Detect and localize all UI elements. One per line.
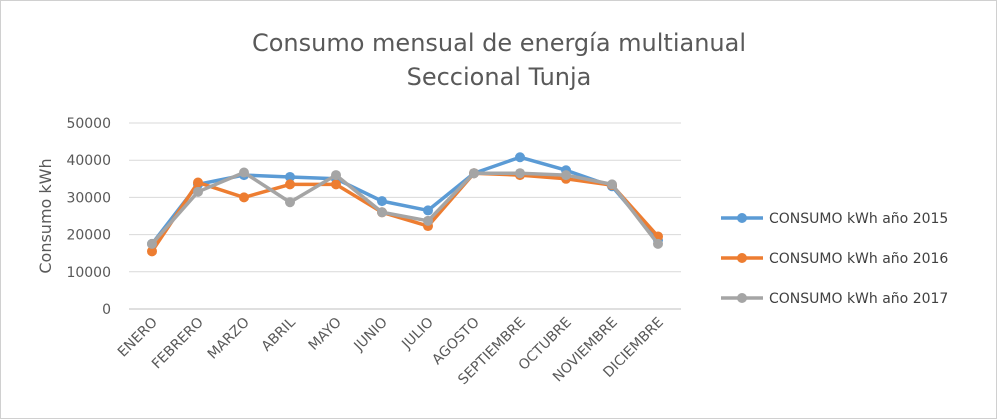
x-tick-label: MARZO	[205, 315, 253, 363]
data-point	[515, 152, 525, 163]
y-axis-title: Consumo kWh	[36, 158, 55, 273]
x-tick-label: JULIO	[398, 315, 436, 353]
data-point	[515, 168, 525, 179]
chart-title-line-2: Seccional Tunja	[407, 63, 592, 91]
data-point	[423, 215, 433, 226]
y-tick-label: 10000	[66, 265, 111, 281]
data-point	[377, 207, 387, 218]
data-point	[653, 238, 663, 249]
legend-item: CONSUMO kWh año 2016	[721, 251, 948, 267]
legend-label: CONSUMO kWh año 2015	[769, 211, 948, 227]
data-point	[239, 192, 249, 203]
legend: CONSUMO kWh año 2015 CONSUMO kWh año 2016…	[721, 211, 948, 307]
data-point	[331, 179, 341, 190]
legend-item: CONSUMO kWh año 2017	[721, 291, 948, 307]
data-point	[423, 205, 433, 216]
y-axis-ticks: 0 10000 20000 30000 40000 50000	[66, 116, 111, 318]
data-point	[469, 168, 479, 179]
data-point	[331, 170, 341, 181]
y-tick-label: 20000	[66, 228, 111, 244]
series-3	[147, 167, 663, 249]
series-lines	[147, 152, 663, 257]
legend-label: CONSUMO kWh año 2016	[769, 251, 948, 267]
data-point	[147, 246, 157, 257]
y-tick-label: 0	[102, 302, 111, 318]
y-tick-label: 40000	[66, 153, 111, 169]
x-tick-label: JUNIO	[351, 315, 391, 355]
x-tick-label: MAYO	[306, 315, 345, 354]
data-point	[377, 196, 387, 207]
data-point	[239, 167, 249, 178]
data-point	[561, 170, 571, 181]
series-line	[150, 155, 660, 245]
data-point	[607, 179, 617, 190]
data-point	[147, 238, 157, 249]
gridlines	[129, 122, 681, 310]
y-tick-label: 50000	[66, 116, 111, 132]
x-tick-label: ENERO	[115, 315, 161, 361]
series-line	[150, 170, 660, 246]
series-line	[150, 171, 660, 253]
x-tick-label: ABRIL	[259, 314, 299, 354]
legend-swatch-marker	[737, 213, 747, 223]
data-point	[193, 186, 203, 197]
y-tick-label: 30000	[66, 190, 111, 206]
chart-title-line-1: Consumo mensual de energía multianual	[252, 29, 746, 57]
data-point	[193, 177, 203, 188]
legend-item: CONSUMO kWh año 2015	[721, 211, 948, 227]
legend-label: CONSUMO kWh año 2017	[769, 291, 948, 307]
data-point	[285, 197, 295, 208]
legend-swatch-marker	[737, 253, 747, 263]
legend-swatch-marker	[737, 293, 747, 303]
data-point	[285, 171, 295, 182]
data-point	[285, 179, 295, 190]
